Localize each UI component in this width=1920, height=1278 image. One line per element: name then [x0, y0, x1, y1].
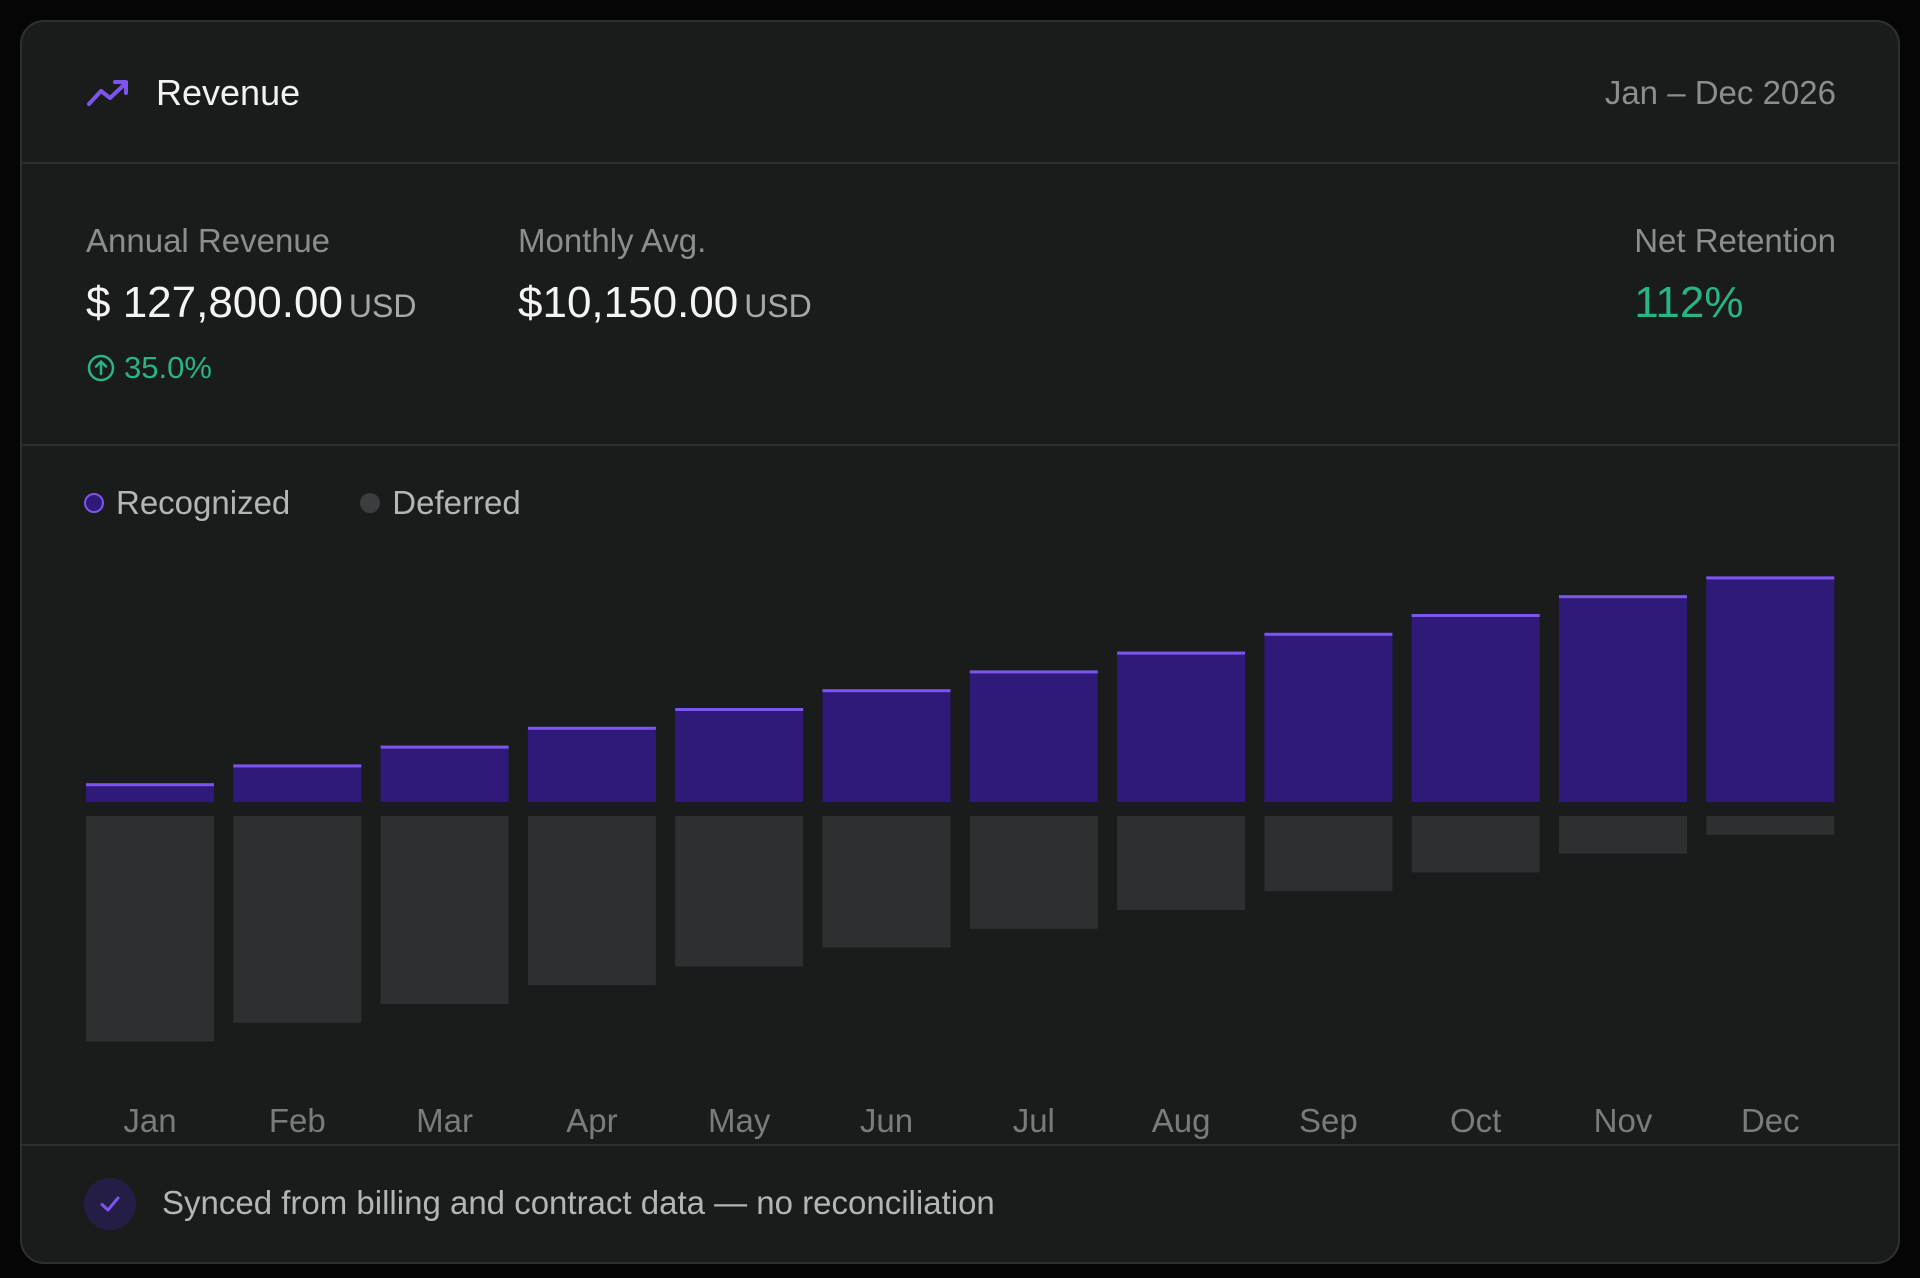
- legend-label-deferred: Deferred: [392, 484, 521, 521]
- trending-up-icon: [87, 80, 128, 106]
- monthly-avg-unit: USD: [744, 288, 812, 324]
- card-header: Revenue Jan – Dec 2026: [22, 22, 1898, 164]
- bar-recognized-cap-jul: [969, 670, 1098, 674]
- bar-recognized-jun[interactable]: [822, 689, 951, 802]
- stats-section: Annual Revenue $ 127,800.00 USD 35.0% Mon…: [22, 164, 1898, 446]
- bar-recognized-cap-nov: [1559, 595, 1687, 599]
- bar-recognized-may[interactable]: [675, 708, 804, 802]
- bar-deferred-jun[interactable]: [822, 816, 951, 948]
- monthly-avg-label: Monthly Avg.: [518, 222, 707, 259]
- bar-deferred-dec[interactable]: [1706, 816, 1835, 835]
- net-retention-value: 112%: [1634, 278, 1744, 327]
- x-tick-label-apr: Apr: [566, 1102, 617, 1139]
- bar-deferred-oct[interactable]: [1411, 816, 1540, 873]
- x-tick-label-feb: Feb: [269, 1102, 326, 1139]
- card-footer: Synced from billing and contract data — …: [22, 1144, 1898, 1262]
- annual-revenue-change-value: 35.0%: [124, 350, 212, 385]
- chart-legend: Recognized Deferred: [84, 484, 521, 522]
- period-label: Jan – Dec 2026: [1604, 74, 1836, 111]
- annual-revenue-stat: Annual Revenue $ 127,800.00 USD 35.0%: [86, 222, 416, 386]
- bar-recognized-cap-mar: [380, 745, 509, 749]
- bar-recognized-cap-sep: [1264, 632, 1393, 636]
- annual-revenue-change: 35.0%: [86, 350, 416, 386]
- bar-recognized-cap-apr: [527, 726, 656, 730]
- legend-dot-deferred: [360, 493, 381, 513]
- bar-recognized-cap-feb: [233, 764, 362, 768]
- arrow-up-circle-icon: [87, 354, 115, 382]
- x-tick-label-sep: Sep: [1299, 1102, 1358, 1139]
- bar-recognized-cap-aug: [1117, 651, 1246, 655]
- bar-recognized-cap-jan: [86, 783, 214, 787]
- net-retention-stat: Net Retention 112%: [1634, 222, 1836, 328]
- bar-deferred-apr[interactable]: [527, 816, 656, 986]
- bar-deferred-sep[interactable]: [1264, 816, 1393, 892]
- x-tick-label-aug: Aug: [1152, 1102, 1211, 1139]
- annual-revenue-unit: USD: [348, 288, 417, 324]
- card-title: Revenue: [156, 72, 301, 113]
- bar-recognized-nov[interactable]: [1559, 595, 1687, 802]
- bar-deferred-aug[interactable]: [1117, 816, 1246, 910]
- bar-recognized-mar[interactable]: [380, 745, 509, 802]
- x-tick-label-jun: Jun: [860, 1102, 913, 1139]
- sync-note: Synced from billing and contract data — …: [162, 1184, 995, 1221]
- bar-deferred-feb[interactable]: [233, 816, 362, 1023]
- bar-recognized-jan[interactable]: [86, 783, 214, 802]
- bar-deferred-nov[interactable]: [1559, 816, 1687, 854]
- bar-recognized-feb[interactable]: [233, 764, 362, 802]
- x-tick-label-mar: Mar: [416, 1102, 473, 1139]
- bar-recognized-cap-jun: [822, 689, 951, 693]
- annual-revenue-value: $ 127,800.00: [86, 278, 343, 327]
- x-tick-label-nov: Nov: [1594, 1102, 1653, 1139]
- bar-recognized-cap-dec: [1706, 576, 1835, 580]
- monthly-avg-stat: Monthly Avg. $10,150.00 USD: [518, 222, 812, 328]
- legend-label-recognized: Recognized: [116, 484, 291, 521]
- bar-recognized-sep[interactable]: [1264, 632, 1393, 802]
- bar-deferred-jan[interactable]: [86, 816, 214, 1042]
- net-retention-label: Net Retention: [1634, 222, 1836, 259]
- bar-chart-canvas: Jan Feb Mar Apr May Jun Jul Aug Sep Oct Nov Dec: [86, 576, 1835, 1139]
- x-tick-label-oct: Oct: [1450, 1102, 1501, 1139]
- bar-deferred-mar[interactable]: [380, 816, 509, 1004]
- bar-recognized-apr[interactable]: [527, 726, 656, 802]
- monthly-avg-value: $10,150.00: [518, 278, 739, 327]
- revenue-card: Revenue Jan – Dec 2026 Annual Revenue $ …: [20, 20, 1900, 1264]
- bar-deferred-may[interactable]: [675, 816, 804, 967]
- revenue-chart: Recognized Deferred Jan Feb Mar Apr May Jun Ju…: [22, 446, 1898, 1166]
- bar-recognized-aug[interactable]: [1117, 651, 1246, 802]
- legend-item-recognized[interactable]: Recognized: [84, 484, 290, 522]
- bar-recognized-dec[interactable]: [1706, 576, 1835, 802]
- monthly-avg-value-row: $10,150.00 USD: [518, 278, 812, 328]
- x-tick-label-may: May: [708, 1102, 771, 1139]
- bar-recognized-cap-may: [675, 708, 804, 711]
- legend-dot-recognized: [84, 493, 104, 513]
- bar-deferred-jul[interactable]: [969, 816, 1098, 929]
- legend-item-deferred[interactable]: Deferred: [360, 484, 521, 522]
- x-tick-label-jan: Jan: [123, 1102, 176, 1139]
- bar-recognized-jul[interactable]: [969, 670, 1098, 802]
- sync-status-badge: [84, 1178, 136, 1230]
- bar-recognized-cap-oct: [1411, 614, 1540, 617]
- x-tick-label-jul: Jul: [1013, 1102, 1055, 1139]
- check-icon: [100, 1196, 120, 1212]
- x-tick-label-dec: Dec: [1741, 1102, 1800, 1139]
- annual-revenue-value-row: $ 127,800.00 USD: [86, 278, 416, 328]
- bar-recognized-oct[interactable]: [1411, 614, 1540, 802]
- annual-revenue-label: Annual Revenue: [86, 222, 331, 259]
